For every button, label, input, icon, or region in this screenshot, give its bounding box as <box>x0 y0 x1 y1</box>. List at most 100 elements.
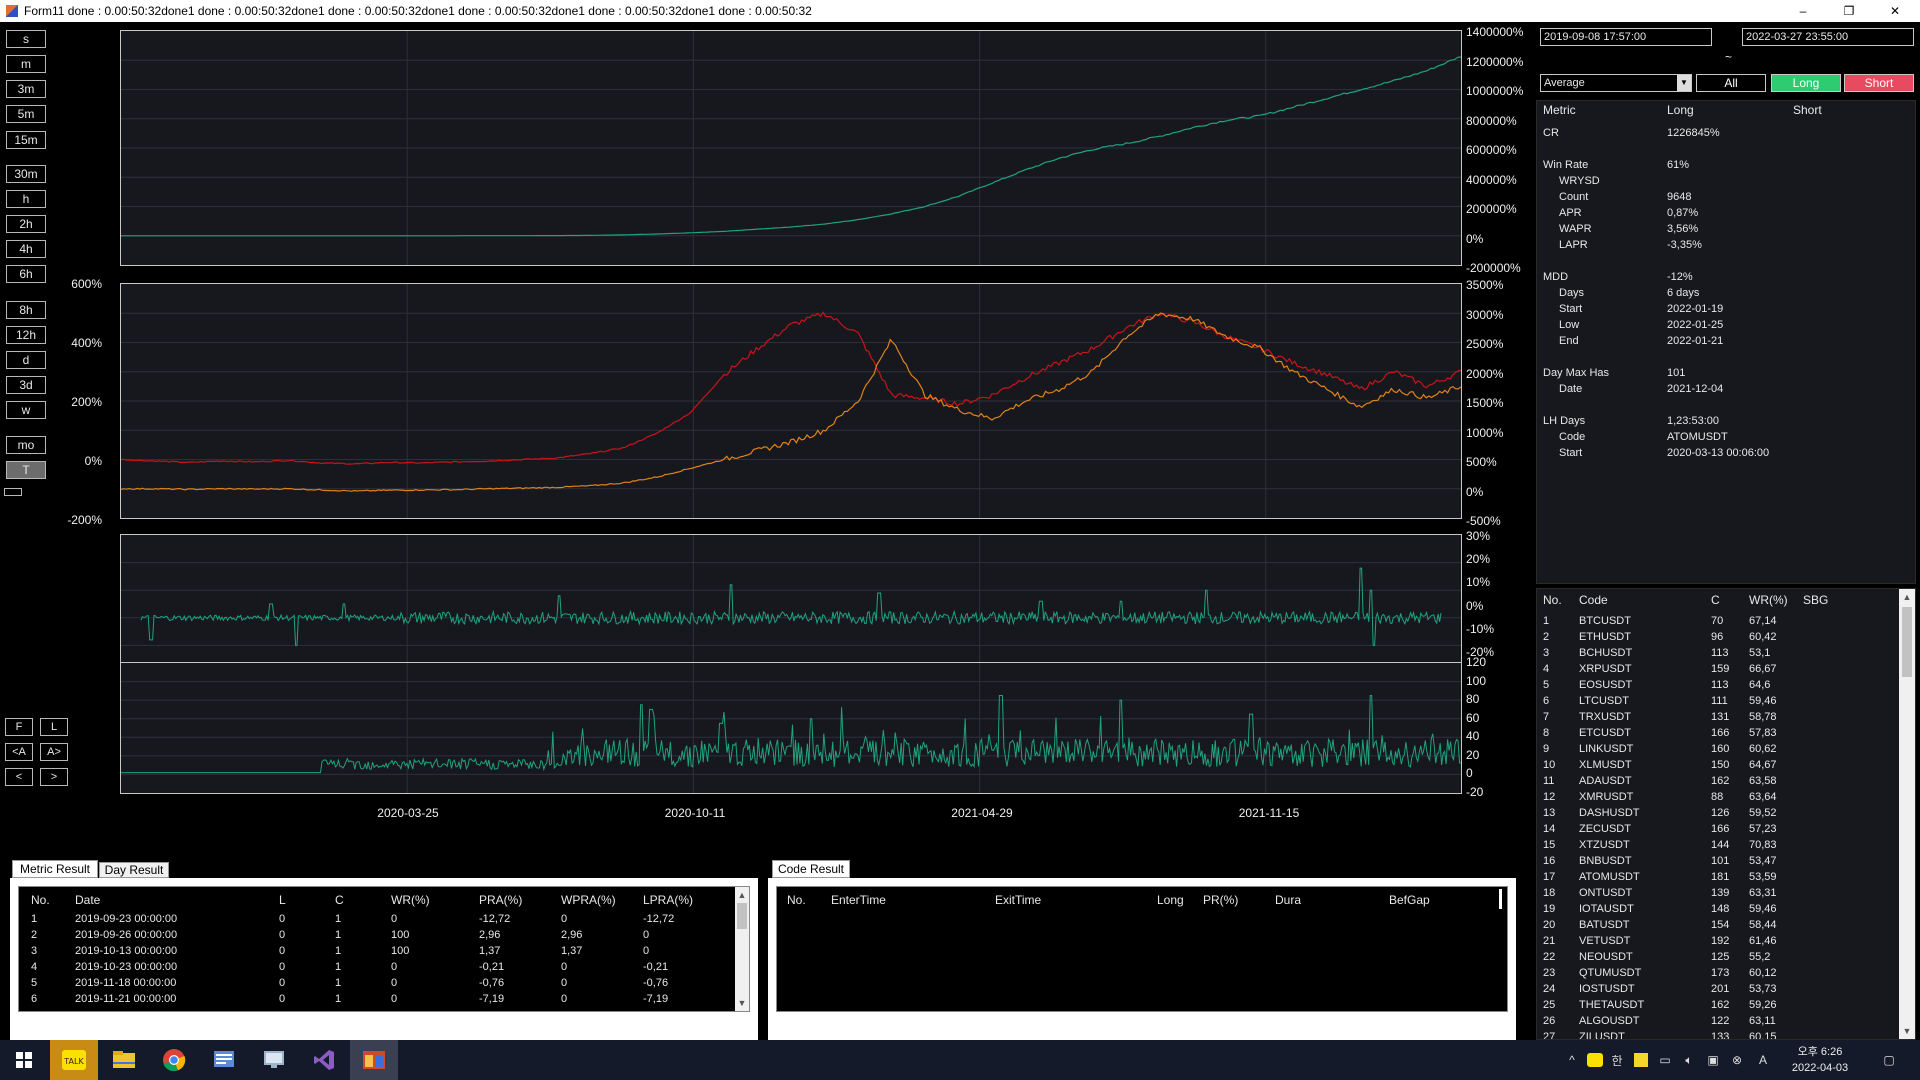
tab-metric-result[interactable]: Metric Result <box>12 860 98 878</box>
next-button[interactable]: > <box>40 768 68 786</box>
code-list-row[interactable]: 22 NEOUSDT 125 55,2 <box>1537 951 1897 967</box>
code-list-row[interactable]: 23 QTUMUSDT 173 60,12 <box>1537 967 1897 983</box>
code-list-row[interactable]: 15 XTZUSDT 144 70,83 <box>1537 839 1897 855</box>
metric-result-header[interactable]: Date <box>75 893 101 907</box>
metric-result-header[interactable]: PRA(%) <box>479 893 523 907</box>
code-list-row[interactable]: 20 BATUSDT 154 58,44 <box>1537 919 1897 935</box>
minimize-button[interactable]: – <box>1799 4 1807 18</box>
code-list-row[interactable]: 12 XMRUSDT 88 63,64 <box>1537 791 1897 807</box>
code-list-row[interactable]: 18 ONTUSDT 139 63,31 <box>1537 887 1897 903</box>
timeframe-button-30m[interactable]: 30m <box>6 165 46 183</box>
timeframe-button-15m[interactable]: 15m <box>6 131 46 149</box>
taskbar-clock[interactable]: 오후 6:26 2022-04-03 <box>1790 1044 1850 1076</box>
code-list-row[interactable]: 6 LTCUSDT 111 59,46 <box>1537 695 1897 711</box>
battery-icon[interactable]: ▭ <box>1659 1053 1671 1067</box>
code-list-row[interactable]: 10 XLMUSDT 150 64,67 <box>1537 759 1897 775</box>
filter-all-button[interactable]: All <box>1696 74 1766 92</box>
code-result-header[interactable]: PR(%) <box>1203 893 1239 907</box>
filter-long-button[interactable]: Long <box>1771 74 1841 92</box>
metric-result-header[interactable]: L <box>279 893 286 907</box>
chevron-down-icon[interactable]: ▼ <box>1677 75 1691 91</box>
code-list-row[interactable]: 5 EOSUSDT 113 64,6 <box>1537 679 1897 695</box>
maximize-button[interactable]: ❐ <box>1843 4 1855 18</box>
timeframe-button-w[interactable]: w <box>6 401 46 419</box>
code-list-row[interactable]: 16 BNBUSDT 101 53,47 <box>1537 855 1897 871</box>
code-result-grid[interactable]: No. EnterTime ExitTime Long PR(%) Dura BefGap <box>776 886 1508 1012</box>
code-list-row[interactable]: 25 THETAUSDT 162 59,26 <box>1537 999 1897 1015</box>
code-list-row[interactable]: 17 ATOMUSDT 181 53,59 <box>1537 871 1897 887</box>
table-row[interactable]: 1 2019-09-23 00:00:00 0 1 0 -12,72 0 -12,72 <box>19 913 735 929</box>
scroll-thumb[interactable] <box>1902 607 1912 677</box>
network-icon[interactable]: ▣ <box>1707 1053 1719 1067</box>
code-list-row[interactable]: 13 DASHUSDT 126 59,52 <box>1537 807 1897 823</box>
code-list-row[interactable]: 8 ETCUSDT 166 57,83 <box>1537 727 1897 743</box>
code-list-row[interactable]: 7 TRXUSDT 131 58,78 <box>1537 711 1897 727</box>
code-result-header[interactable]: No. <box>787 893 806 907</box>
table-row[interactable]: 5 2019-11-18 00:00:00 0 1 0 -0,76 0 -0,76 <box>19 977 735 993</box>
cumulative-return-chart[interactable] <box>120 30 1462 266</box>
code-list-row[interactable]: 3 BCHUSDT 113 53,1 <box>1537 647 1897 663</box>
code-result-header[interactable]: ExitTime <box>995 893 1042 907</box>
close-button[interactable]: ✕ <box>1889 4 1901 18</box>
last-button[interactable]: L <box>40 718 68 736</box>
timeframe-button-2h[interactable]: 2h <box>6 215 46 233</box>
timeframe-button-6h[interactable]: 6h <box>6 265 46 283</box>
code-list-row[interactable]: 14 ZECUSDT 166 57,23 <box>1537 823 1897 839</box>
timeframe-button-T[interactable]: T <box>6 461 46 479</box>
code-list-row[interactable]: 27 ZILUSDT 133 60,15 <box>1537 1031 1897 1039</box>
code-result-header[interactable]: Long <box>1157 893 1184 907</box>
kakaotalk-icon[interactable]: TALK <box>50 1040 98 1080</box>
table-row[interactable]: 4 2019-10-23 00:00:00 0 1 0 -0,21 0 -0,21 <box>19 961 735 977</box>
timeframe-button-mo[interactable]: mo <box>6 436 46 454</box>
end-date-input[interactable]: 2022-03-27 23:55:00 <box>1742 28 1914 46</box>
volume-icon[interactable]: 🔈︎ <box>1685 1052 1693 1067</box>
metric-result-header[interactable]: No. <box>31 893 50 907</box>
prev-button[interactable]: < <box>5 768 33 786</box>
code-result-header[interactable]: Dura <box>1275 893 1302 907</box>
column-resize-handle[interactable] <box>1499 889 1502 909</box>
metric-result-header[interactable]: WR(%) <box>391 893 430 907</box>
code-list-scrollbar[interactable]: ▲ ▼ <box>1899 589 1915 1039</box>
code-result-header[interactable]: EnterTime <box>831 893 886 907</box>
timeframe-button-5m[interactable]: 5m <box>6 105 46 123</box>
metric-result-scrollbar[interactable]: ▲ ▼ <box>735 887 749 1011</box>
scroll-down-icon[interactable]: ▼ <box>1902 1026 1912 1036</box>
jump-right-button[interactable]: A> <box>40 743 68 761</box>
metric-result-grid[interactable]: ▲ ▼ No. Date L C WR(%) PRA(%) WPRA(%) LPRA(%) 1 2… <box>18 886 750 1012</box>
tab-code-result[interactable]: Code Result <box>772 860 850 878</box>
jump-left-button[interactable]: <A <box>5 743 33 761</box>
scroll-up-icon[interactable]: ▲ <box>1902 592 1912 602</box>
windows-start-icon[interactable] <box>0 1040 48 1080</box>
metric-result-header[interactable]: LPRA(%) <box>643 893 694 907</box>
toolbar-small-box[interactable] <box>4 488 22 496</box>
timeframe-button-d[interactable]: d <box>6 351 46 369</box>
period-return-chart[interactable] <box>120 534 1462 674</box>
code-list-row[interactable]: 26 ALGOUSDT 122 63,11 <box>1537 1015 1897 1031</box>
chrome-icon[interactable] <box>150 1040 198 1080</box>
scroll-down-icon[interactable]: ▼ <box>737 998 747 1008</box>
metric-result-header[interactable]: C <box>335 893 344 907</box>
table-row[interactable]: 3 2019-10-13 00:00:00 0 1 100 1,37 1,37 0 <box>19 945 735 961</box>
ime-a-icon[interactable]: A <box>1758 1053 1767 1067</box>
long-short-return-chart[interactable] <box>120 283 1462 519</box>
notes-icon[interactable] <box>1630 1040 1652 1080</box>
code-list-row[interactable]: 9 LINKUSDT 160 60,62 <box>1537 743 1897 759</box>
start-date-input[interactable]: 2019-09-08 17:57:00 <box>1540 28 1712 46</box>
tab-day-result[interactable]: Day Result <box>99 862 169 878</box>
file-explorer-icon[interactable] <box>100 1040 148 1080</box>
code-list-row[interactable]: 21 VETUSDT 192 61,46 <box>1537 935 1897 951</box>
timeframe-button-3d[interactable]: 3d <box>6 376 46 394</box>
code-list-row[interactable]: 11 ADAUSDT 162 63,58 <box>1537 775 1897 791</box>
chevron-up-icon[interactable]: ^ <box>1569 1053 1575 1067</box>
remote-desktop-icon[interactable] <box>250 1040 298 1080</box>
timeframe-button-8h[interactable]: 8h <box>6 301 46 319</box>
form-app-icon[interactable] <box>350 1040 398 1080</box>
code-result-header[interactable]: BefGap <box>1389 893 1430 907</box>
trade-count-chart[interactable] <box>120 662 1462 794</box>
table-row[interactable]: 2 2019-09-26 00:00:00 0 1 100 2,96 2,96 0 <box>19 929 735 945</box>
code-list-row[interactable]: 19 IOTAUSDT 148 59,46 <box>1537 903 1897 919</box>
close-circle-icon[interactable]: ⊗ <box>1731 1053 1743 1067</box>
timeframe-button-12h[interactable]: 12h <box>6 326 46 344</box>
timeframe-button-s[interactable]: s <box>6 30 46 48</box>
kakao-tray-icon[interactable] <box>1584 1040 1606 1080</box>
